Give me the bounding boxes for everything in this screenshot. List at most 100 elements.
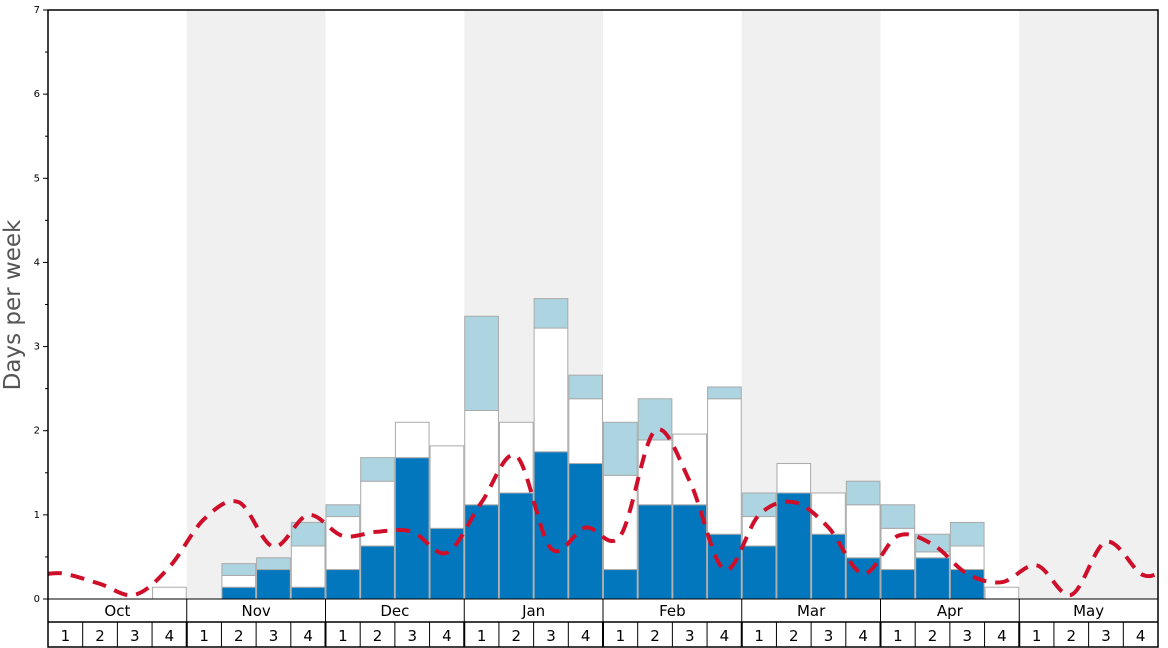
- week-label: 3: [269, 627, 279, 645]
- y-axis: 0 1 2 3 4 5 6 7: [34, 5, 48, 605]
- bar-week-12-segment-2: [429, 445, 465, 529]
- y-tick-label: 2: [34, 426, 40, 437]
- bar-week-8-segment-1: [290, 586, 326, 600]
- week-label: 2: [928, 627, 938, 645]
- bar-week-13-segment-3: [464, 315, 499, 412]
- trend-line-layer: [47, 427, 1159, 598]
- month-band-may: [1019, 10, 1158, 599]
- bar-week-15-segment-2: [533, 327, 569, 453]
- bar-week-25-segment-3: [880, 504, 916, 529]
- bar-week-8-segment-3: [290, 521, 326, 547]
- bar-week-17-segment-2: [603, 474, 638, 571]
- trend-line: [47, 427, 1159, 598]
- bar-week-26-segment-1: [915, 557, 950, 600]
- bar-week-20-segment-3: [707, 386, 742, 400]
- bar-week-22-segment-2: [776, 463, 812, 494]
- week-label: 4: [720, 627, 730, 645]
- bar-week-9-segment-2: [325, 516, 361, 571]
- bar-week-27-segment-1: [949, 569, 985, 600]
- bar-week-17-segment-1: [603, 569, 638, 600]
- y-tick-label: 7: [34, 5, 40, 16]
- month-label-dec: Dec: [380, 602, 409, 620]
- week-label: 2: [373, 627, 383, 645]
- bar-week-6-segment-3: [221, 563, 257, 576]
- week-label: 1: [893, 627, 903, 645]
- bar-week-8-segment-2: [290, 545, 326, 588]
- bar-week-16-segment-3: [568, 374, 603, 400]
- month-label-jan: Jan: [521, 602, 545, 620]
- month-band-nov: [186, 10, 326, 599]
- bar-week-11-segment-2: [394, 421, 430, 459]
- week-label: 2: [650, 627, 660, 645]
- month-label-feb: Feb: [659, 602, 686, 620]
- bar-week-9-segment-1: [325, 569, 361, 600]
- week-label: 1: [754, 627, 764, 645]
- y-tick-label: 6: [34, 89, 40, 100]
- week-label: 3: [130, 627, 140, 645]
- week-label: 4: [165, 627, 175, 645]
- bar-week-6-segment-1: [221, 586, 257, 600]
- week-label: 3: [407, 627, 417, 645]
- bar-week-15-segment-3: [533, 298, 569, 329]
- week-label: 1: [1032, 627, 1042, 645]
- week-label: 2: [234, 627, 244, 645]
- bar-week-20-segment-2: [707, 398, 742, 535]
- month-label-mar: Mar: [797, 602, 826, 620]
- week-label: 2: [95, 627, 105, 645]
- week-label: 4: [442, 627, 452, 645]
- bar-stacks: [152, 298, 1020, 600]
- week-label: 3: [685, 627, 695, 645]
- bar-week-10-segment-3: [360, 457, 395, 482]
- bar-week-21-segment-2: [741, 516, 777, 547]
- month-label-oct: Oct: [104, 602, 130, 620]
- bar-week-25-segment-1: [880, 569, 916, 600]
- y-tick-label: 5: [34, 173, 40, 184]
- month-label-apr: Apr: [937, 602, 964, 620]
- bar-week-17-segment-3: [603, 421, 638, 476]
- week-label: 3: [546, 627, 556, 645]
- y-tick-label: 3: [34, 342, 40, 353]
- bar-week-21-segment-1: [741, 545, 777, 600]
- bar-week-16-segment-1: [568, 463, 603, 600]
- bar-week-7-segment-3: [256, 557, 291, 571]
- bar-week-10-segment-2: [360, 480, 395, 547]
- month-label-may: May: [1073, 602, 1104, 620]
- week-label: 2: [1067, 627, 1077, 645]
- y-tick-label: 0: [34, 594, 40, 605]
- week-label: 1: [616, 627, 626, 645]
- week-label: 1: [477, 627, 487, 645]
- bar-week-24-segment-2: [845, 504, 881, 559]
- week-label: 4: [858, 627, 868, 645]
- week-label: 1: [61, 627, 71, 645]
- week-label: 3: [824, 627, 834, 645]
- bar-week-18-segment-1: [637, 504, 673, 600]
- week-label: 1: [338, 627, 348, 645]
- bar-week-6-segment-2: [221, 574, 257, 588]
- bar-week-13-segment-2: [464, 410, 499, 506]
- bar-week-18-segment-2: [637, 439, 673, 506]
- bar-week-27-segment-3: [949, 521, 985, 547]
- week-label: 3: [962, 627, 972, 645]
- week-label: 1: [199, 627, 209, 645]
- bar-week-24-segment-3: [845, 480, 881, 506]
- week-label: 3: [1101, 627, 1111, 645]
- week-label: 4: [1136, 627, 1146, 645]
- week-label: 4: [997, 627, 1007, 645]
- week-label: 4: [581, 627, 591, 645]
- month-label-nov: Nov: [241, 602, 270, 620]
- bar-week-9-segment-3: [325, 504, 361, 518]
- bar-week-22-segment-1: [776, 492, 812, 600]
- week-label: 4: [303, 627, 313, 645]
- bar-week-7-segment-1: [256, 569, 291, 600]
- bar-week-28-segment-2: [984, 586, 1020, 600]
- bar-week-16-segment-2: [568, 398, 603, 465]
- y-tick-label: 4: [34, 257, 40, 268]
- week-label: 2: [789, 627, 799, 645]
- bar-week-4-segment-2: [152, 586, 187, 600]
- y-axis-label: Days per week: [0, 219, 26, 390]
- bar-week-14-segment-1: [498, 492, 534, 600]
- bar-week-10-segment-1: [360, 545, 395, 600]
- week-label: 2: [512, 627, 522, 645]
- y-tick-label: 1: [34, 510, 40, 521]
- bar-week-19-segment-2: [672, 433, 708, 506]
